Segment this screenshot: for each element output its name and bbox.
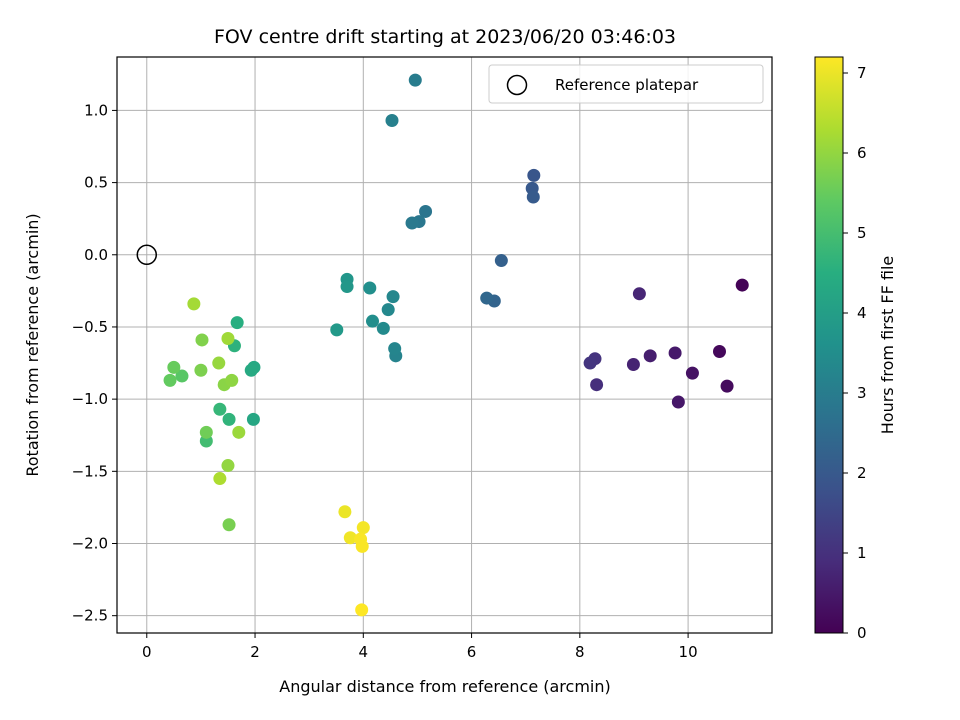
scatter-point [222, 518, 236, 532]
scatter-point [526, 190, 540, 204]
scatter-point [388, 342, 402, 356]
y-tick-label: −1.5 [72, 462, 108, 480]
y-tick-label: 0.5 [84, 174, 108, 192]
points-layer [163, 73, 749, 617]
x-tick-label: 10 [679, 643, 698, 661]
colorbar-ticks: 0 1 2 3 4 5 6 7 [843, 64, 867, 642]
scatter-point [590, 378, 604, 392]
y-tick-label: −0.5 [72, 318, 108, 336]
scatter-point [340, 280, 354, 294]
legend-label-reference: Reference platepar [555, 76, 699, 94]
y-tick-label: 1.0 [84, 101, 108, 119]
scatter-point [626, 357, 640, 371]
plot-frame [116, 56, 773, 634]
x-axis-label: Angular distance from reference (arcmin) [279, 677, 610, 696]
colorbar-tick-label: 0 [857, 624, 867, 642]
scatter-point [246, 412, 260, 426]
y-axis-label: Rotation from reference (arcmin) [23, 213, 42, 476]
scatter-point [222, 412, 236, 426]
scatter-point [720, 379, 734, 393]
scatter-point [419, 204, 433, 218]
scatter-point [199, 425, 213, 439]
scatter-point [225, 373, 239, 387]
scatter-point [376, 321, 390, 335]
reference-platepar-marker [136, 244, 158, 266]
x-tick-label: 8 [575, 643, 585, 661]
colorbar-label: Hours from first FF file [878, 256, 897, 435]
scatter-point [494, 254, 508, 268]
y-tick-label: −2.5 [72, 607, 108, 625]
scatter-point [735, 278, 749, 292]
scatter-point [356, 521, 370, 535]
scatter-point [232, 425, 246, 439]
scatter-point [343, 531, 357, 545]
x-axis-ticks: 0 2 4 6 8 10 [142, 633, 698, 661]
scatter-point [381, 303, 395, 317]
scatter-point [527, 168, 541, 182]
chart-title: FOV centre drift starting at 2023/06/20 … [214, 26, 676, 48]
scatter-point [671, 395, 685, 409]
scatter-point [213, 402, 227, 416]
scatter-point [244, 363, 258, 377]
legend-marker-reference [506, 74, 528, 96]
scatter-point [221, 332, 235, 346]
y-tick-label: −1.0 [72, 390, 108, 408]
scatter-point [366, 314, 380, 328]
scatter-point [355, 603, 369, 617]
legend-box [488, 64, 764, 104]
scatter-point [712, 344, 726, 358]
scatter-point [685, 366, 699, 380]
colorbar-tick-label: 7 [857, 64, 867, 82]
scatter-point [195, 333, 209, 347]
scatter-point [354, 532, 368, 546]
scatter-point [363, 281, 377, 295]
scatter-point [643, 349, 657, 363]
scatter-point [386, 290, 400, 304]
colorbar-tick-label: 5 [857, 224, 867, 242]
scatter-point [480, 291, 494, 305]
y-tick-label: 0.0 [84, 246, 108, 264]
colorbar-tick-label: 4 [857, 304, 867, 322]
scatter-point [175, 369, 189, 383]
scatter-point [163, 373, 177, 387]
scatter-point [230, 316, 244, 330]
y-axis-ticks: −2.5 −2.0 −1.5 −1.0 −0.5 0.0 0.5 1.0 [72, 101, 117, 625]
colorbar-tick-label: 1 [857, 544, 867, 562]
legend: Reference platepar [488, 64, 764, 104]
scatter-point [338, 505, 352, 519]
scatter-point [212, 356, 226, 370]
scatter-point [632, 287, 646, 301]
x-tick-label: 0 [142, 643, 152, 661]
colorbar [814, 56, 844, 634]
scatter-point [408, 73, 422, 87]
reference-layer [136, 244, 158, 266]
scatter-point [213, 472, 227, 486]
scatter-point [385, 114, 399, 128]
colorbar-tick-label: 6 [857, 144, 867, 162]
scatter-point [330, 323, 344, 337]
x-tick-label: 6 [467, 643, 477, 661]
scatter-point [583, 356, 597, 370]
scatter-point [167, 360, 181, 374]
x-tick-label: 2 [250, 643, 260, 661]
y-tick-label: −2.0 [72, 534, 108, 552]
colorbar-tick-label: 2 [857, 464, 867, 482]
colorbar-tick-label: 3 [857, 384, 867, 402]
x-tick-label: 4 [359, 643, 369, 661]
scatter-point [405, 216, 419, 230]
scatter-point [668, 346, 682, 360]
scatter-point [221, 459, 235, 473]
scatter-point [187, 297, 201, 311]
scatter-point [194, 363, 208, 377]
